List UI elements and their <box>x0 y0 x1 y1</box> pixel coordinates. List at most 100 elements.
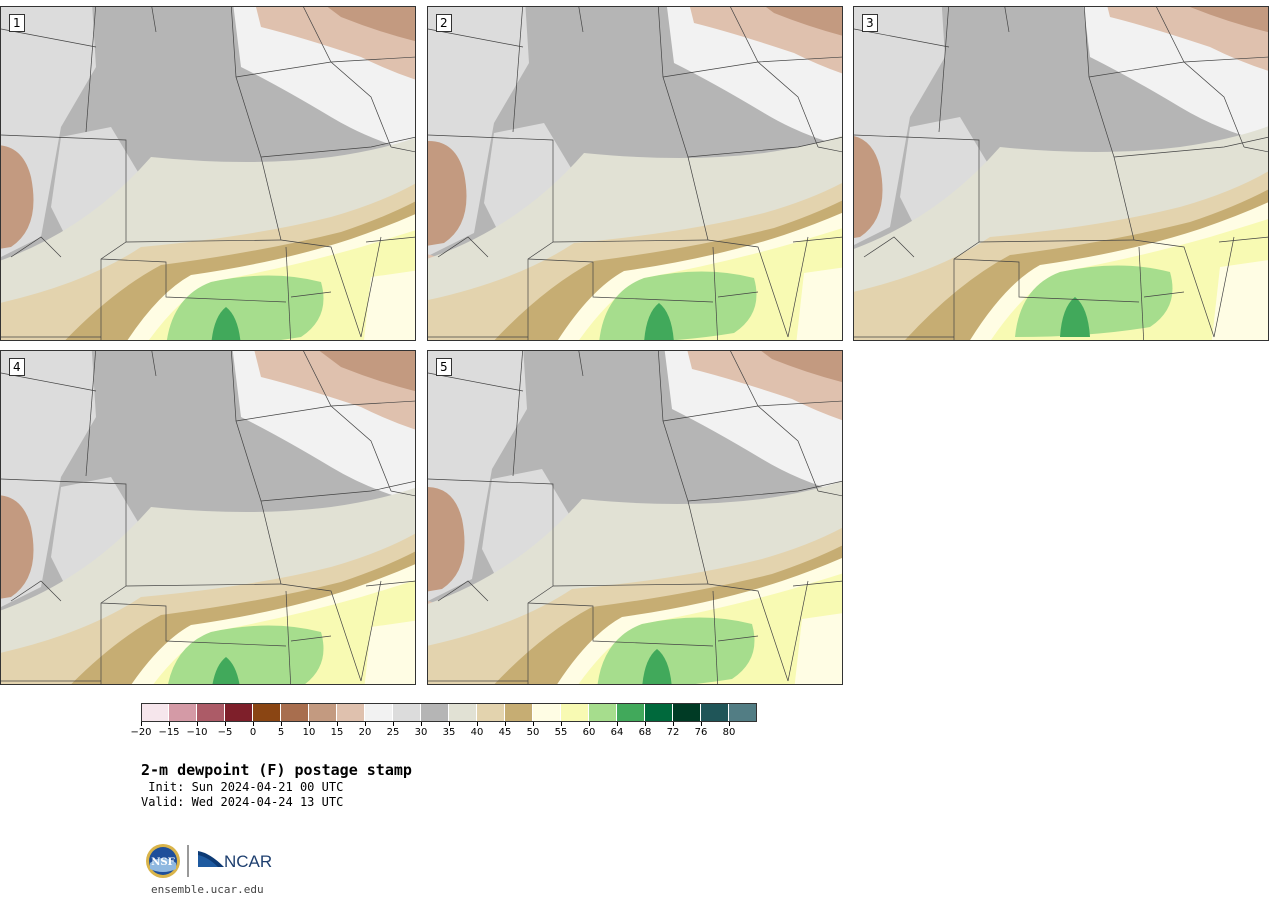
state-boundary-line <box>512 351 523 477</box>
panel-label-2: 2 <box>436 14 452 32</box>
state-boundary-line <box>1156 7 1245 148</box>
colorbar-swatch <box>197 703 225 722</box>
colorbar-swatch <box>365 703 393 722</box>
state-boundary-line <box>85 7 96 133</box>
site-url: ensemble.ucar.edu <box>151 883 264 896</box>
ncar-logo: NCAR <box>198 851 272 871</box>
state-boundaries <box>854 7 1268 340</box>
state-boundary-line <box>707 239 789 338</box>
dewpoint-map-3 <box>854 7 1268 340</box>
colorbar-tick-label: 30 <box>414 727 428 738</box>
state-boundary-line <box>953 258 1140 303</box>
state-boundary-line <box>260 480 415 502</box>
state-boundary-line <box>717 291 759 298</box>
panel-label-1: 1 <box>9 14 25 32</box>
colorbar-tick-label: 72 <box>666 727 680 738</box>
dewpoint-map-4 <box>1 351 415 684</box>
state-boundary-line <box>303 7 392 148</box>
panel-label-4: 4 <box>9 358 25 376</box>
state-boundary-line <box>717 635 759 642</box>
state-boundary-line <box>365 580 415 587</box>
state-boundary-line <box>285 590 292 684</box>
state-boundary-line <box>687 136 842 158</box>
colorbar-tick-mark <box>477 722 478 726</box>
state-boundary-line <box>1143 291 1185 298</box>
ncar-logo-text: NCAR <box>224 852 272 871</box>
colorbar-tick-label: −20 <box>130 727 152 738</box>
colorbar-tick-mark <box>589 722 590 726</box>
colorbar-tick-mark <box>253 722 254 726</box>
state-boundary-line <box>437 236 489 258</box>
colorbar-swatch <box>253 703 281 722</box>
colorbar-tick-label: 25 <box>386 727 400 738</box>
colorbar-tick-label: 76 <box>694 727 708 738</box>
state-boundary-line <box>687 480 842 502</box>
state-boundary-line <box>151 351 157 377</box>
init-time: Init: Sun 2024-04-21 00 UTC <box>141 780 344 794</box>
state-boundary-line <box>290 635 332 642</box>
state-boundary-line <box>360 580 382 682</box>
state-boundaries <box>428 351 842 684</box>
state-boundaries <box>1 351 415 684</box>
dewpoint-field <box>854 7 1268 340</box>
dewpoint-map-5 <box>428 351 842 684</box>
state-boundary-line <box>730 351 819 492</box>
colorbar-tick-label: −5 <box>217 727 233 738</box>
state-boundary-line <box>10 236 62 258</box>
dewpoint-field <box>1 7 415 340</box>
state-boundary-line <box>512 7 523 133</box>
colorbar-tick-label: 10 <box>302 727 316 738</box>
plot-title: 2-m dewpoint (F) postage stamp <box>141 761 412 779</box>
state-boundary-line <box>230 7 282 241</box>
colorbar-swatch <box>505 703 533 722</box>
map-panel-2: 2 <box>427 6 843 341</box>
colorbar-tick-label: −10 <box>186 727 208 738</box>
state-boundary-line <box>390 490 415 497</box>
state-boundary-line <box>100 258 287 303</box>
colorbar-tick-label: 15 <box>330 727 344 738</box>
state-boundary-line <box>100 602 287 647</box>
state-boundary-line <box>792 580 842 587</box>
state-boundary-line <box>712 246 719 340</box>
colorbar-tick-mark <box>309 722 310 726</box>
colorbar-swatch <box>337 703 365 722</box>
panel-label-5: 5 <box>436 358 452 376</box>
state-boundary-line <box>730 7 819 148</box>
state-boundary-line <box>817 146 842 153</box>
colorbar-tick-label: 5 <box>277 727 285 738</box>
dewpoint-map-2 <box>428 7 842 340</box>
state-boundary-line <box>578 351 584 377</box>
colorbar-swatch <box>561 703 589 722</box>
state-boundary-line <box>552 583 709 587</box>
dewpoint-field <box>428 351 842 684</box>
colorbar-tick-mark <box>281 722 282 726</box>
colorbar-swatch <box>449 703 477 722</box>
state-boundary-line <box>707 583 789 682</box>
colorbar-swatch <box>225 703 253 722</box>
state-boundary-line <box>1083 7 1135 241</box>
state-boundary-line <box>854 134 980 242</box>
state-boundary-line <box>365 236 415 243</box>
state-boundary-line <box>428 28 524 48</box>
state-boundary-line <box>428 372 524 392</box>
colorbar-swatch <box>393 703 421 722</box>
state-boundary-line <box>280 583 362 682</box>
colorbar-swatch <box>589 703 617 722</box>
state-boundary-line <box>527 258 714 303</box>
colorbar-tick-mark <box>561 722 562 726</box>
colorbar-tick-mark <box>141 722 142 726</box>
colorbar-swatch <box>673 703 701 722</box>
state-boundary-line <box>285 246 292 340</box>
colorbar-swatch <box>281 703 309 722</box>
state-boundary-line <box>428 478 554 586</box>
state-boundary-line <box>1138 246 1145 340</box>
dewpoint-field <box>1 351 415 684</box>
state-boundary-line <box>151 7 157 33</box>
state-boundary-line <box>1213 236 1235 338</box>
state-boundary-line <box>390 146 415 153</box>
state-boundary-line <box>978 239 1135 243</box>
nsf-logo-text: NSF <box>151 857 174 868</box>
state-boundary-line <box>360 236 382 338</box>
state-boundaries <box>428 7 842 340</box>
colorbar-tick-label: 55 <box>554 727 568 738</box>
